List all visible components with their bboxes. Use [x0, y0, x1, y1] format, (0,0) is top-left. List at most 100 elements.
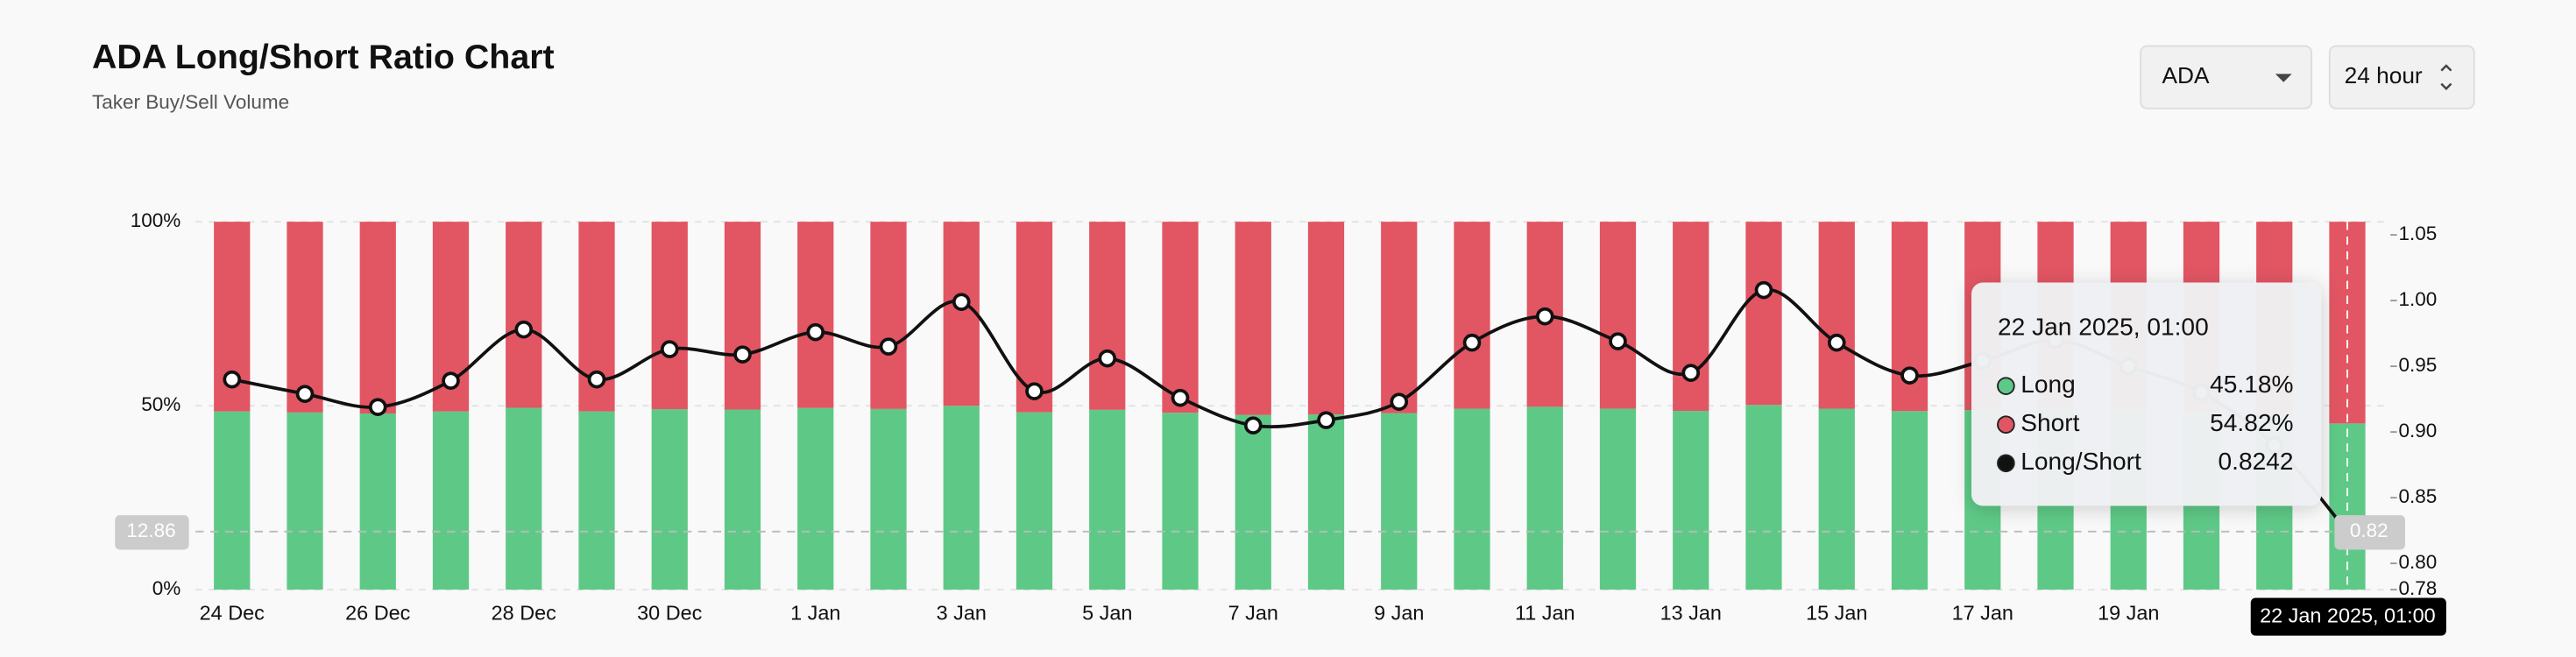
bar-segment	[1599, 222, 1637, 409]
bar-segment	[1745, 222, 1782, 406]
bar-segment	[1307, 222, 1345, 415]
x-tick-label: 30 Dec	[637, 601, 703, 624]
y2-tick-label: 0.95	[2399, 354, 2438, 376]
interval-select[interactable]: 24 hour	[2328, 45, 2475, 110]
y-tick-label: 50%	[141, 393, 180, 415]
bar-segment	[1089, 409, 1126, 590]
bar-segment	[1599, 408, 1637, 590]
y2-tick-label: 0.80	[2399, 551, 2438, 573]
bar-segment	[943, 406, 980, 590]
tooltip-name: Short	[2020, 409, 2079, 436]
bar-segment	[797, 222, 834, 408]
y2-tick-label: 1.05	[2399, 223, 2438, 244]
bar-segment	[651, 409, 688, 590]
y2-tick-label: 0.85	[2399, 485, 2438, 507]
crosshair-y-box	[115, 515, 189, 550]
tooltip-value: 54.82%	[2210, 409, 2293, 436]
y-tick-label: 0%	[152, 577, 181, 599]
y2-tick-label: 0.78	[2399, 577, 2438, 599]
bar-segment	[1673, 411, 1709, 590]
bar-segment	[1673, 222, 1709, 412]
stepper-icon	[2440, 64, 2452, 90]
ratio-point	[368, 398, 387, 416]
bar-segment	[1526, 406, 1563, 590]
ratio-point	[879, 337, 898, 356]
x-tick-label: 28 Dec	[492, 601, 557, 624]
bar-segment	[506, 222, 542, 408]
symbol-select[interactable]: ADA	[2140, 45, 2313, 110]
ratio-point	[1243, 416, 1263, 434]
bar-segment	[870, 222, 907, 409]
tooltip-swatch	[1997, 415, 2015, 434]
crosshair-x-box	[2250, 597, 2446, 636]
select-box[interactable]	[2140, 45, 2313, 110]
tooltip: 22 Jan 2025, 01:00 Long 45.18% Short 54.82%…	[1971, 282, 2322, 506]
ratio-point	[1681, 364, 1701, 382]
select-value[interactable]: 24 hour	[2345, 62, 2423, 88]
ratio-point	[1462, 333, 1482, 352]
x-tick-label: 1 Jan	[790, 601, 840, 624]
tooltip-title: 22 Jan 2025, 01:00	[1998, 313, 2209, 340]
bar-segment	[578, 411, 615, 590]
bar-segment	[1235, 414, 1271, 590]
ratio-point	[1827, 333, 1846, 352]
bar-segment	[1089, 222, 1126, 410]
ratio-point	[1535, 307, 1554, 326]
bar-segment	[432, 411, 470, 590]
bar-segment	[724, 409, 761, 590]
bar-segment	[1745, 405, 1782, 590]
ratio-point	[1025, 382, 1044, 400]
x-tick-label: 11 Jan	[1515, 601, 1575, 624]
ratio-point	[952, 293, 971, 311]
x-tick-label: 19 Jan	[2098, 601, 2159, 624]
bar-segment	[214, 411, 251, 590]
crosshair-x-label: 22 Jan 2025, 01:00	[2260, 604, 2436, 626]
x-tick-label: 7 Jan	[1228, 601, 1278, 624]
ratio-point	[1900, 366, 1919, 385]
ratio-point	[1390, 392, 1409, 411]
bar-segment	[287, 412, 323, 590]
crosshair-y2-label: 0.82	[2350, 519, 2388, 541]
subtitle: Taker Buy/Sell Volume	[92, 91, 289, 113]
bar-segment	[870, 408, 907, 590]
bar-segment	[359, 413, 396, 590]
x-tick-label: 3 Jan	[937, 601, 987, 624]
title: ADA Long/Short Ratio Chart	[92, 38, 555, 76]
tooltip-name: Long/Short	[2020, 448, 2141, 475]
bar-segment	[1454, 408, 1490, 590]
bar-segment	[1381, 413, 1418, 590]
ratio-point	[1098, 349, 1117, 368]
ratio-point	[1754, 280, 1773, 300]
tooltip-swatch	[1997, 454, 2015, 473]
bar-segment	[1016, 412, 1053, 590]
x-tick-label: 24 Dec	[200, 601, 265, 624]
bar-segment	[359, 222, 396, 413]
bar-segment	[1235, 222, 1271, 415]
bar-segment	[287, 222, 323, 413]
x-tick-label: 13 Jan	[1660, 601, 1722, 624]
ratio-point	[1317, 411, 1335, 429]
ratio-point	[1609, 332, 1627, 350]
ratio-point	[442, 371, 460, 390]
x-tick-label: 17 Jan	[1952, 601, 2013, 624]
bar-segment	[1891, 411, 1928, 590]
x-tick-label: 26 Dec	[345, 601, 411, 624]
select-value[interactable]: ADA	[2162, 62, 2210, 88]
bar-segment	[797, 407, 834, 590]
bar-segment	[506, 407, 542, 590]
x-tick-label: 9 Jan	[1374, 601, 1424, 624]
select-box[interactable]	[2328, 45, 2475, 110]
ratio-point	[295, 385, 315, 403]
tooltip-box	[1971, 282, 2322, 506]
bar-segment	[651, 222, 688, 410]
ratio-point	[1171, 388, 1190, 407]
bar-segment	[1818, 408, 1855, 590]
tooltip-value: 0.8242	[2219, 448, 2294, 475]
bar-segment	[1381, 222, 1418, 413]
ratio-point	[660, 340, 679, 358]
bar-segment	[1162, 222, 1199, 413]
crosshair-y-label: 12.86	[126, 519, 175, 541]
bar-segment	[724, 222, 761, 410]
bar-segment	[943, 222, 980, 406]
y-tick-label: 100%	[131, 209, 181, 231]
